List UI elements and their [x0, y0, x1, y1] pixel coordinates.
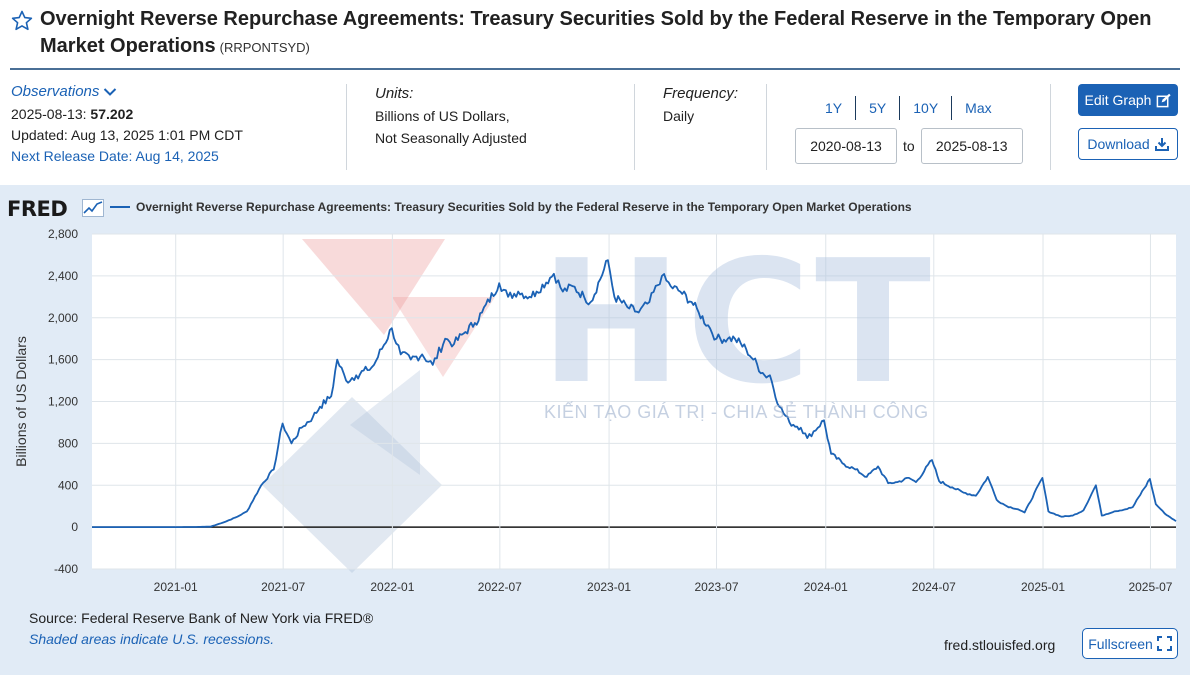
series-title: Overnight Reverse Repurchase Agreements:…	[40, 8, 1152, 57]
y-tick-label: 1,200	[48, 395, 78, 409]
y-tick-label: 2,800	[48, 227, 78, 241]
range-10y[interactable]: 10Y	[913, 100, 939, 116]
fred-site-link[interactable]: fred.stlouisfed.org	[944, 637, 1056, 653]
chart-legend: Overnight Reverse Repurchase Agreements:…	[110, 200, 912, 214]
latest-observation: 2025-08-13: 57.202	[11, 105, 243, 123]
page-title: Overnight Reverse Repurchase Agreements:…	[40, 6, 1185, 61]
watermark-logo	[350, 370, 420, 475]
divider	[766, 84, 767, 170]
updated-text: Updated: Aug 13, 2025 1:01 PM CDT	[11, 127, 243, 143]
star-icon[interactable]	[10, 9, 34, 33]
units-line-1: Billions of US Dollars,	[375, 108, 510, 124]
download-icon	[1154, 138, 1169, 151]
date-range-to: to	[903, 138, 915, 154]
observations-label: Observations	[11, 83, 100, 100]
units-label: Units:	[375, 85, 414, 102]
range-selector: 1Y 5Y 10Y Max	[812, 96, 1005, 120]
y-tick-label: 400	[58, 478, 78, 492]
watermark-tagline: KIẾN TẠO GIÁ TRỊ - CHIA SẺ THÀNH CÔNG	[544, 402, 929, 422]
observations-panel: Observations 2025-08-13: 57.202 Updated:…	[11, 83, 243, 165]
title-row: Overnight Reverse Repurchase Agreements:…	[10, 6, 1185, 61]
fullscreen-label: Fullscreen	[1088, 635, 1153, 652]
observation-date: 2025-08-13:	[11, 106, 87, 122]
line-chart: 2,800 2,400 2,000 1,600 1,200 800 400 0 -400 2021…	[13, 224, 1177, 594]
series-id: (RRPONTSYD)	[219, 40, 310, 55]
observations-toggle[interactable]: Observations	[11, 83, 243, 100]
x-tick-label: 2022-01	[370, 580, 414, 594]
fullscreen-icon	[1156, 636, 1172, 651]
date-range: 2020-08-13 to 2025-08-13	[795, 128, 1023, 164]
range-divider	[899, 96, 901, 120]
y-tick-label: -400	[54, 562, 78, 576]
series-line	[92, 259, 1177, 528]
units-line-2: Not Seasonally Adjusted	[375, 130, 527, 146]
range-5y[interactable]: 5Y	[869, 100, 887, 116]
legend-swatch	[110, 206, 130, 208]
edit-graph-label: Edit Graph	[1084, 92, 1152, 108]
next-release-link[interactable]: Next Release Date: Aug 14, 2025	[11, 148, 219, 164]
frequency-label: Frequency:	[663, 85, 739, 102]
range-divider	[951, 96, 953, 120]
divider	[634, 84, 635, 170]
observation-value: 57.202	[90, 106, 134, 122]
download-label: Download	[1087, 136, 1150, 152]
fred-logo: FRED	[7, 197, 68, 221]
units-panel: Units: Billions of US Dollars, Not Seaso…	[375, 83, 527, 149]
source-text: Source: Federal Reserve Bank of New York…	[29, 610, 374, 626]
x-tick-label: 2024-07	[912, 580, 956, 594]
title-divider	[10, 68, 1180, 70]
chevron-down-icon	[104, 87, 117, 96]
x-tick-label: 2024-01	[804, 580, 848, 594]
x-tick-label: 2023-07	[694, 580, 738, 594]
range-max[interactable]: Max	[965, 100, 992, 116]
y-tick-label: 2,000	[48, 311, 78, 325]
frequency-value: Daily	[663, 108, 695, 124]
legend-label: Overnight Reverse Repurchase Agreements:…	[136, 200, 912, 214]
x-tick-label: 2022-07	[478, 580, 522, 594]
edit-icon	[1157, 93, 1172, 107]
watermark-logo	[392, 297, 495, 377]
frequency-panel: Frequency: Daily	[663, 83, 738, 127]
x-tick-label: 2025-01	[1021, 580, 1065, 594]
fred-chart-icon	[82, 199, 104, 217]
edit-graph-button[interactable]: Edit Graph	[1078, 84, 1178, 116]
y-tick-label: 1,600	[48, 353, 78, 367]
y-tick-label: 2,400	[48, 269, 78, 283]
series-meta: Observations 2025-08-13: 57.202 Updated:…	[0, 80, 1200, 180]
y-axis-title: Billions of US Dollars	[13, 336, 29, 467]
watermark-letters: HCT	[540, 224, 935, 422]
fullscreen-button[interactable]: Fullscreen	[1082, 628, 1178, 659]
graph-panel: FRED Overnight Reverse Repurchase Agreem…	[0, 185, 1190, 675]
recession-note-link[interactable]: Shaded areas indicate U.S. recessions.	[29, 631, 275, 647]
range-1y[interactable]: 1Y	[825, 100, 843, 116]
watermark-logo	[302, 239, 445, 335]
x-tick-label: 2025-07	[1128, 580, 1172, 594]
y-tick-label: 800	[58, 436, 78, 450]
y-tick-label: 0	[71, 520, 78, 534]
start-date-input[interactable]: 2020-08-13	[795, 128, 897, 164]
range-divider	[855, 96, 857, 120]
download-button[interactable]: Download	[1078, 128, 1178, 160]
x-tick-label: 2023-01	[587, 580, 631, 594]
divider	[346, 84, 347, 170]
x-tick-label: 2021-07	[261, 580, 305, 594]
end-date-input[interactable]: 2025-08-13	[920, 128, 1023, 164]
divider	[1050, 84, 1051, 170]
x-tick-label: 2021-01	[154, 580, 198, 594]
